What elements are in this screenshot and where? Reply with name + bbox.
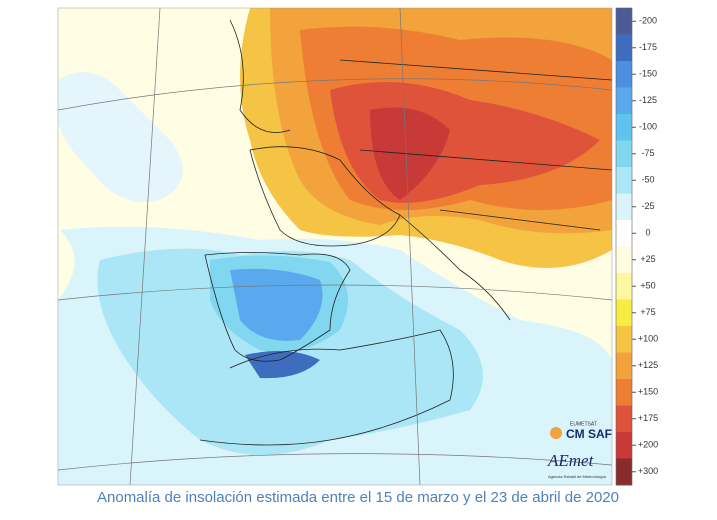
colorbar-bin <box>616 299 632 327</box>
colorbar-bin <box>616 246 632 274</box>
colorbar-label: -75 <box>641 148 654 158</box>
colorbar-bin <box>616 220 632 247</box>
map <box>58 8 612 485</box>
colorbar-bin <box>616 379 632 406</box>
colorbar-bin <box>616 140 632 168</box>
colorbar-bin <box>616 87 632 115</box>
colorbar-bin <box>616 432 632 459</box>
logo-text: AEmet <box>547 451 595 470</box>
colorbar-label: 0 <box>645 228 650 238</box>
logo-text: CM SAF <box>566 427 612 441</box>
colorbar-label: -100 <box>639 122 657 132</box>
colorbar-label: +100 <box>638 334 658 344</box>
colorbar-label: -200 <box>639 16 657 26</box>
colorbar-label: +175 <box>638 413 658 423</box>
colorbar-label: +300 <box>638 466 658 476</box>
colorbar-bin <box>616 61 632 88</box>
colorbar-label: -125 <box>639 95 657 105</box>
colorbar-label: +25 <box>640 254 655 264</box>
colorbar-bin <box>616 8 632 35</box>
colorbar-bin <box>616 167 632 194</box>
colorbar-bin <box>616 273 632 300</box>
colorbar-label: +50 <box>640 281 655 291</box>
colorbar-bin <box>616 352 632 380</box>
colorbar-bin <box>616 405 632 433</box>
colorbar-label: -25 <box>641 201 654 211</box>
colorbar-bin <box>616 193 632 221</box>
cmsaf-icon <box>550 427 562 439</box>
colorbar-label: +75 <box>640 307 655 317</box>
caption: Anomalía de insolación estimada entre el… <box>97 489 619 506</box>
colorbar-bin <box>616 114 632 141</box>
colorbar-label: +200 <box>638 440 658 450</box>
logo-text: Agencia Estatal de Meteorología <box>548 474 607 479</box>
colorbar-label: -50 <box>641 175 654 185</box>
colorbar-label: -150 <box>639 69 657 79</box>
colorbar-label: -175 <box>639 42 657 52</box>
logo-text: EUMETSAT <box>570 421 597 427</box>
colorbar-bin <box>616 326 632 353</box>
colorbar: -200 -175 -150 -125 -100 -75 -50 -25 0 +25 +50 +75 +… <box>615 7 658 486</box>
colorbar-label: +125 <box>638 360 658 370</box>
colorbar-bin <box>616 458 632 486</box>
colorbar-frame <box>615 7 633 486</box>
colorbar-bin <box>616 34 632 62</box>
colorbar-label: +150 <box>638 387 658 397</box>
